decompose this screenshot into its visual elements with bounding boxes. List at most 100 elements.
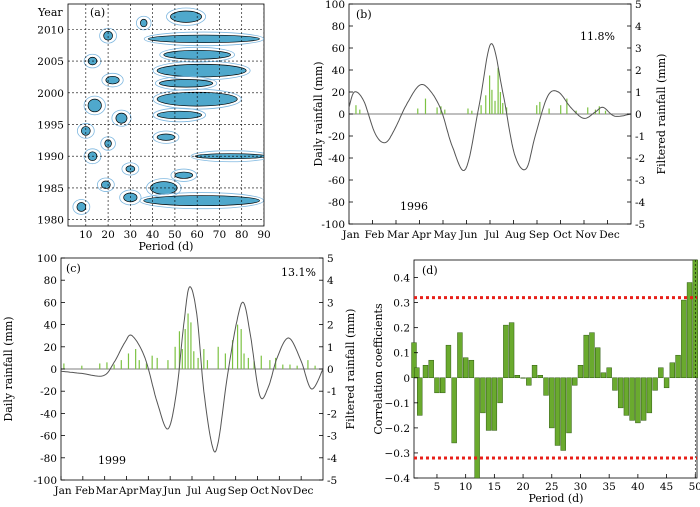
month-tick-May: May [434,229,457,241]
x-tick-45: 45 [660,481,673,493]
panel-b-plot [348,43,632,172]
panel-d-xlabel: Period (d) [529,492,584,505]
month-tick-Aug: Aug [204,485,226,497]
y-tick-20: 20 [332,87,345,99]
corr-bar-3 [422,364,429,379]
corr-bar-27 [560,377,566,451]
contour-outer-2 [159,46,235,63]
corr-bar-47 [675,354,681,379]
month-tick-Dec: Dec [293,485,314,497]
corr-bar-48 [681,299,687,379]
corr-bar-9 [457,332,463,379]
x-tick-20: 20 [101,229,114,241]
x-tick-10: 10 [459,481,472,493]
corr-bar-30 [577,364,584,379]
panel-d-ticks: 5 10 15 20 25 30 35 40 45 50 −0.4 −0.3 −0.2 −0.1 0 0.1 0… [385,273,700,493]
y-tick--20: -20 [328,131,345,143]
panel-b-percent: 11.8% [580,30,615,43]
contour-blob-0 [170,10,202,23]
y-tick-1: −0.3 [385,448,411,460]
y-tick-60: 60 [332,43,345,55]
corr-bar-28 [566,377,572,434]
corr-bar-4 [428,359,434,379]
y-tick-100: 100 [37,253,57,265]
month-tick-Nov: Nov [575,229,597,241]
corr-bar-1 [414,367,420,379]
y-right-tick-0: 0 [327,364,334,376]
month-tick-Jul: Jul [484,229,500,241]
corr-bar-29 [572,377,578,386]
y-tick--80: -80 [328,197,345,209]
y-right-tick-5: 5 [635,0,642,11]
corr-bar-7 [445,344,452,379]
y-right-tick-1: 1 [635,87,642,99]
y-tick-1985: 1985 [37,183,64,195]
y-tick--40: -40 [328,153,345,165]
y-tick-2010: 2010 [37,24,64,36]
y-right-tick-4: 4 [635,21,642,33]
x-tick-30: 30 [574,481,587,493]
corr-bar-36 [612,377,618,391]
contour-outer-1 [143,31,264,47]
panel-b-rainfall-1996: -100 -80 -60 -40 -20 0 20 40 60 80 100 -5 -4 -3 -2 -1 0 1… [312,0,668,241]
y-tick-80: 80 [332,21,345,33]
y-tick--20: -20 [40,386,57,398]
y-tick-0: 0 [338,109,345,121]
month-tick-Jun: Jun [459,229,478,241]
month-tick-Dec: Dec [599,229,620,241]
panel-c-year: 1999 [98,454,126,467]
month-tick-Apr: Apr [118,485,139,497]
contour-outer-23 [72,199,91,215]
corr-bar-31 [583,334,589,379]
contour-outer-21 [97,177,115,192]
corr-bar-11 [468,359,475,379]
contour-blob-15 [87,98,102,113]
panel-d-correlation: 5 10 15 20 25 30 35 40 45 50 −0.4 −0.3 −0.2 −0.1 0 0.1 0… [372,259,700,505]
contour-blob-24 [140,18,148,28]
corr-bar-37 [617,377,624,409]
y-right-tick-1: 1 [327,342,334,354]
contour-blob-14 [105,75,120,85]
corr-bar-25 [549,377,555,429]
corr-bar-16 [497,377,503,404]
y-tick-40: 40 [332,65,345,77]
y-right-tick-3: 3 [635,43,642,55]
panel-d-tag: (d) [422,264,438,277]
x-tick-50: 50 [168,229,181,241]
filtered-rainfall-line [348,43,632,172]
y-tick--40: -40 [40,408,57,420]
month-tick-Feb: Feb [365,229,385,241]
y-right-tick--5: -5 [635,219,645,231]
contour-blob-1 [147,34,260,44]
corr-bar-21 [526,377,532,386]
corr-bar-34 [600,372,607,379]
y-tick--60: -60 [328,175,345,187]
month-tick-Mar: Mar [387,229,410,241]
y-tick-2005: 2005 [37,56,64,68]
contour-outer-14 [101,72,124,88]
corr-bar-39 [629,377,635,421]
y-right-tick--1: -1 [327,386,337,398]
corr-bar-5 [434,377,440,394]
panel-a-ticks: 10 20 30 40 50 60 70 80 90 1980 1985 1990 1995 2000 20… [37,24,270,241]
x-tick-40: 40 [146,229,159,241]
corr-bar-46 [669,362,676,379]
panel-b-tag: (b) [356,8,372,21]
panel-b-ylabel-right: Filtered rainfall (mm) [655,54,668,175]
x-tick-30: 30 [124,229,137,241]
month-tick-Nov: Nov [271,485,293,497]
y-tick-8: 0.4 [393,273,410,285]
x-tick-40: 40 [631,481,644,493]
corr-bar-26 [554,377,561,446]
panel-d-plot [411,259,698,479]
y-tick-60: 60 [44,297,57,309]
corr-bar-43 [652,377,658,391]
y-right-tick--4: -4 [635,197,646,209]
contour-blob-7 [156,133,176,141]
y-tick--100: -100 [33,475,57,487]
x-tick-60: 60 [190,229,203,241]
y-tick-6: 0.2 [393,323,410,335]
corr-bar-44 [658,367,664,379]
y-tick--100: -100 [321,219,345,231]
corr-bar-6 [440,377,446,394]
